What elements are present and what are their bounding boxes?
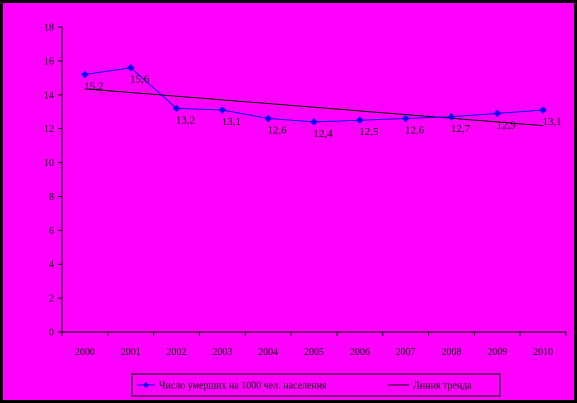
data-point xyxy=(447,113,456,121)
data-label: 12,9 xyxy=(497,119,517,131)
data-point xyxy=(264,114,272,123)
data-point xyxy=(218,106,227,114)
data-label: 13,1 xyxy=(222,116,241,128)
x-tick-label: 2010 xyxy=(533,347,553,358)
legend-series-label: Число умерших на 1000 чел. населения xyxy=(159,381,327,392)
x-tick-label: 2000 xyxy=(75,347,95,358)
data-labels: 15,2 15,6 13,2 13,1 12,6 12,4 12,5 12,6 12,7 12,9… xyxy=(84,74,561,140)
data-label: 13,1 xyxy=(542,116,561,128)
x-tick-label: 2005 xyxy=(304,347,324,358)
legend-trend-label: Линия тренда xyxy=(413,381,472,392)
data-point xyxy=(172,104,181,113)
y-tick-label: 0 xyxy=(49,328,54,339)
data-point xyxy=(493,109,501,118)
y-tick-label: 2 xyxy=(49,294,54,305)
chart-axes xyxy=(61,27,566,333)
x-axis-ticks: 2000 2001 2002 2003 2004 2005 2006 2007 2008 2009… xyxy=(61,332,567,358)
data-point xyxy=(127,63,135,72)
data-label: 15,6 xyxy=(130,74,150,86)
x-tick-label: 2001 xyxy=(121,347,141,358)
y-tick-label: 12 xyxy=(44,124,54,135)
data-point xyxy=(310,118,318,126)
legend-series-marker xyxy=(143,382,149,388)
data-label: 15,2 xyxy=(84,80,103,92)
data-point xyxy=(401,114,410,123)
data-label: 12,5 xyxy=(359,126,379,138)
y-tick-label: 18 xyxy=(44,23,54,34)
x-tick-label: 2006 xyxy=(350,347,370,358)
y-axis-ticks: 0 2 4 6 8 10 12 14 16 18 xyxy=(44,23,62,339)
legend: Число умерших на 1000 чел. населения Лин… xyxy=(131,373,501,397)
x-tick-label: 2003 xyxy=(212,347,232,358)
legend-box xyxy=(131,373,501,397)
data-label: 12,6 xyxy=(405,125,425,137)
series-layer xyxy=(81,63,547,126)
x-tick-label: 2007 xyxy=(396,347,416,358)
data-label: 12,6 xyxy=(268,125,288,137)
x-tick-label: 2009 xyxy=(487,347,507,358)
data-label: 12,4 xyxy=(313,128,333,140)
data-label: 12,7 xyxy=(451,123,471,135)
y-tick-label: 6 xyxy=(49,226,54,237)
data-point xyxy=(356,116,364,124)
data-point xyxy=(539,106,547,114)
line-chart: 0 2 4 6 8 10 12 14 16 18 2000 2001 2002 2003 2004 2005… xyxy=(44,23,567,397)
y-tick-label: 14 xyxy=(44,90,54,101)
x-tick-label: 2008 xyxy=(441,347,461,358)
y-tick-label: 16 xyxy=(44,56,54,67)
data-point xyxy=(81,70,89,79)
x-tick-label: 2002 xyxy=(167,347,187,358)
x-tick-label: 2004 xyxy=(258,347,278,358)
y-tick-label: 8 xyxy=(49,192,54,203)
data-label: 13,2 xyxy=(176,114,195,126)
y-tick-label: 10 xyxy=(44,158,54,169)
y-tick-label: 4 xyxy=(49,260,54,271)
